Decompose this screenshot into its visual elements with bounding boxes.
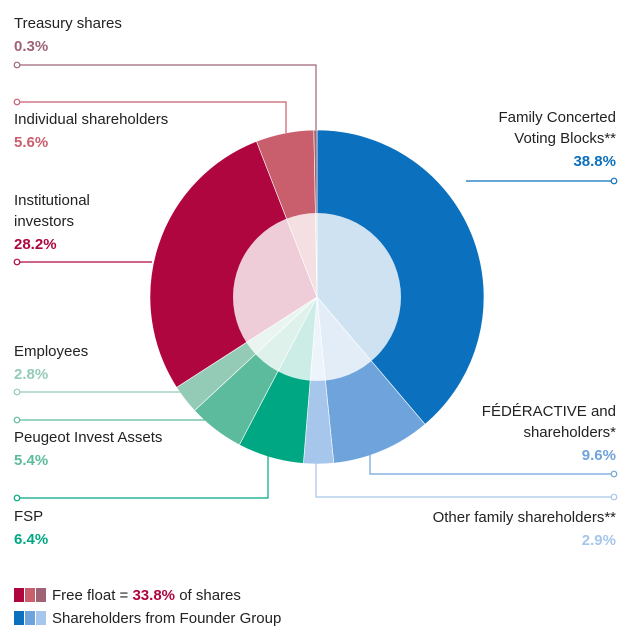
callout-line	[17, 64, 317, 130]
callout-line	[369, 446, 614, 475]
value-label: 2.8%	[14, 366, 48, 383]
legend-swatch	[36, 611, 46, 625]
value-label: 9.6%	[582, 447, 616, 464]
slice-label: Other family shareholders**	[433, 509, 617, 526]
slice-label: Individual shareholders	[14, 111, 168, 128]
callout-dot	[13, 98, 21, 106]
slice-label: investors	[14, 213, 74, 230]
slice-label: Institutional	[14, 192, 90, 209]
legend-swatch	[36, 588, 46, 602]
legend-swatch	[14, 611, 24, 625]
legend-text: of shares	[179, 587, 241, 604]
callout-dot	[13, 388, 21, 396]
callout-dot	[610, 177, 618, 185]
callout-line	[315, 458, 614, 498]
callout-dot	[13, 416, 21, 424]
slice-label: Employees	[14, 343, 88, 360]
callout-dot	[13, 494, 21, 502]
legend-text: Free float =	[52, 587, 129, 604]
slice-label: Peugeot Invest Assets	[14, 429, 162, 446]
slice-label: shareholders*	[523, 424, 616, 441]
slice	[316, 129, 485, 425]
legend-text: Shareholders from Founder Group	[52, 610, 281, 626]
legend-swatch	[14, 588, 24, 602]
callout-dot	[610, 493, 618, 501]
legend-swatch	[25, 588, 35, 602]
callout-dot	[13, 61, 21, 69]
value-label: 2.9%	[582, 532, 616, 549]
slice-label: Family Concerted	[498, 109, 616, 126]
legend-text: Free float = 33.8% of shares	[52, 587, 241, 604]
value-label: 0.3%	[14, 38, 48, 55]
legend-swatch	[25, 611, 35, 625]
callout-line	[17, 101, 287, 133]
slice-label: Treasury shares	[14, 15, 122, 32]
legend-value: 33.8%	[132, 587, 175, 604]
callout-dot	[13, 258, 21, 266]
slice-label: FSP	[14, 508, 43, 525]
value-label: 5.6%	[14, 134, 48, 151]
legend: Free float = 33.8% of shares Shareholder…	[14, 587, 281, 626]
callout-line	[17, 455, 269, 499]
callout-dot	[610, 470, 618, 478]
value-label: 28.2%	[14, 236, 57, 253]
slice	[149, 140, 318, 388]
slice-label: Voting Blocks**	[514, 130, 616, 147]
value-label: 6.4%	[14, 531, 48, 548]
inner-highlight	[233, 213, 401, 381]
value-label: 38.8%	[573, 153, 616, 170]
slice-label: FÉDÉRACTIVE and	[482, 403, 616, 420]
value-label: 5.4%	[14, 452, 48, 469]
